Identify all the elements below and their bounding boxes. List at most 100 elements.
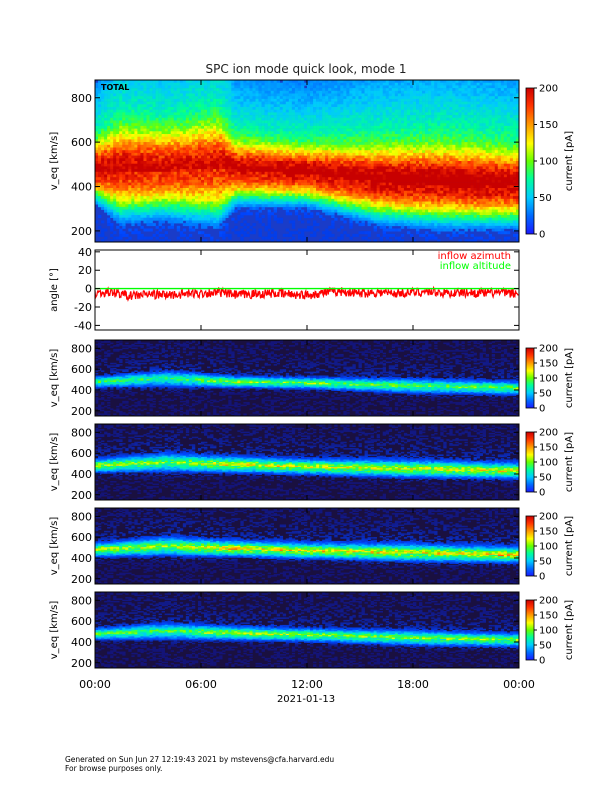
heatmap-cell (140, 144, 144, 148)
heatmap-cell (188, 196, 193, 200)
heatmap-cell (134, 120, 138, 124)
heatmap-cell (343, 201, 347, 205)
heatmap-cell (300, 233, 305, 237)
heatmap-cell (116, 196, 120, 200)
heatmap-cell (116, 161, 120, 164)
heatmap-cell (310, 188, 314, 191)
heatmap-cell (258, 185, 262, 189)
heatmap-cell (158, 217, 162, 221)
heatmap-cell (373, 158, 377, 162)
heatmap-cell (231, 179, 235, 183)
heatmap-cell (264, 85, 268, 89)
heatmap-cell (291, 193, 296, 197)
heatmap-cell (328, 112, 332, 116)
heatmap-cell (367, 150, 371, 154)
heatmap-cell (149, 169, 153, 173)
heatmap-cell (225, 215, 229, 218)
heatmap-cell (204, 88, 208, 92)
heatmap-cell (176, 204, 181, 208)
heatmap-cell (279, 104, 284, 108)
heatmap-cell (188, 158, 193, 162)
heatmap-cell (134, 204, 138, 208)
heatmap-cell (122, 161, 126, 164)
heatmap-cell (328, 233, 332, 237)
heatmap-cell (116, 144, 120, 148)
heatmap-cell (358, 171, 362, 175)
heatmap-cell (307, 155, 311, 159)
heatmap-cell (264, 93, 268, 97)
heatmap-cell (303, 198, 308, 202)
heatmap-cell (228, 152, 232, 156)
heatmap-cell (110, 147, 114, 151)
heatmap-cell (300, 131, 305, 135)
heatmap-cell (288, 201, 293, 205)
heatmap-cell (343, 190, 347, 194)
heatmap-cell (340, 117, 344, 121)
heatmap-cell (300, 174, 305, 178)
heatmap-cell (234, 109, 238, 113)
heatmap-cell (334, 117, 338, 121)
heatmap-cell (116, 107, 120, 110)
heatmap-cell (319, 239, 323, 243)
heatmap-cell (213, 177, 217, 181)
heatmap-cell (346, 182, 350, 186)
heatmap-cell (228, 128, 232, 132)
heatmap-cell (158, 144, 162, 148)
heatmap-cell (107, 193, 111, 197)
heatmap-cell (137, 212, 141, 216)
heatmap-cell (161, 215, 165, 218)
heatmap-cell (210, 139, 214, 143)
heatmap-cell (373, 85, 377, 89)
heatmap-cell (149, 215, 153, 218)
heatmap-cell (270, 131, 274, 135)
heatmap-cell (349, 193, 353, 197)
heatmap-cell (367, 115, 371, 119)
heatmap-cell (325, 212, 329, 216)
heatmap-cell (101, 107, 105, 110)
heatmap-cell (252, 96, 256, 100)
heatmap-cell (340, 233, 344, 237)
heatmap-cell (255, 163, 259, 167)
heatmap-cell (98, 171, 102, 175)
heatmap-cell (252, 128, 256, 132)
heatmap-cell (297, 136, 302, 140)
heatmap-cell (170, 223, 175, 227)
heatmap-cell (370, 90, 374, 94)
heatmap-cell (222, 115, 226, 119)
heatmap-cell (164, 85, 168, 89)
heatmap-cell (122, 93, 126, 97)
heatmap-cell (337, 144, 341, 148)
heatmap-cell (337, 198, 341, 202)
heatmap-cell (270, 150, 274, 154)
heatmap-cell (113, 107, 117, 110)
heatmap-cell (116, 174, 120, 178)
heatmap-cell (101, 117, 105, 121)
heatmap-cell (210, 82, 214, 86)
heatmap-cell (237, 163, 241, 167)
heatmap-cell (258, 179, 262, 183)
heatmap-cell (243, 212, 247, 216)
heatmap-cell (104, 152, 108, 156)
heatmap-cell (110, 123, 114, 127)
heatmap-cell (170, 161, 175, 164)
heatmap-cell (188, 142, 193, 146)
heatmap-cell (98, 169, 102, 173)
heatmap-cell (179, 161, 184, 164)
heatmap-cell (291, 96, 296, 100)
heatmap-cell (131, 109, 135, 113)
heatmap-cell (325, 198, 329, 202)
heatmap-cell (303, 212, 308, 216)
heatmap-cell (101, 201, 105, 205)
heatmap-cell (270, 82, 274, 86)
heatmap-cell (288, 196, 293, 200)
heatmap-cell (294, 171, 299, 175)
heatmap-cell (322, 190, 326, 194)
heatmap-cell (146, 117, 150, 121)
heatmap-cell (358, 144, 362, 148)
heatmap-cell (222, 236, 226, 240)
heatmap-cell (282, 115, 287, 119)
heatmap-cell (122, 115, 126, 119)
heatmap-cell (197, 131, 202, 135)
heatmap-cell (119, 109, 123, 113)
heatmap-cell (95, 104, 99, 108)
